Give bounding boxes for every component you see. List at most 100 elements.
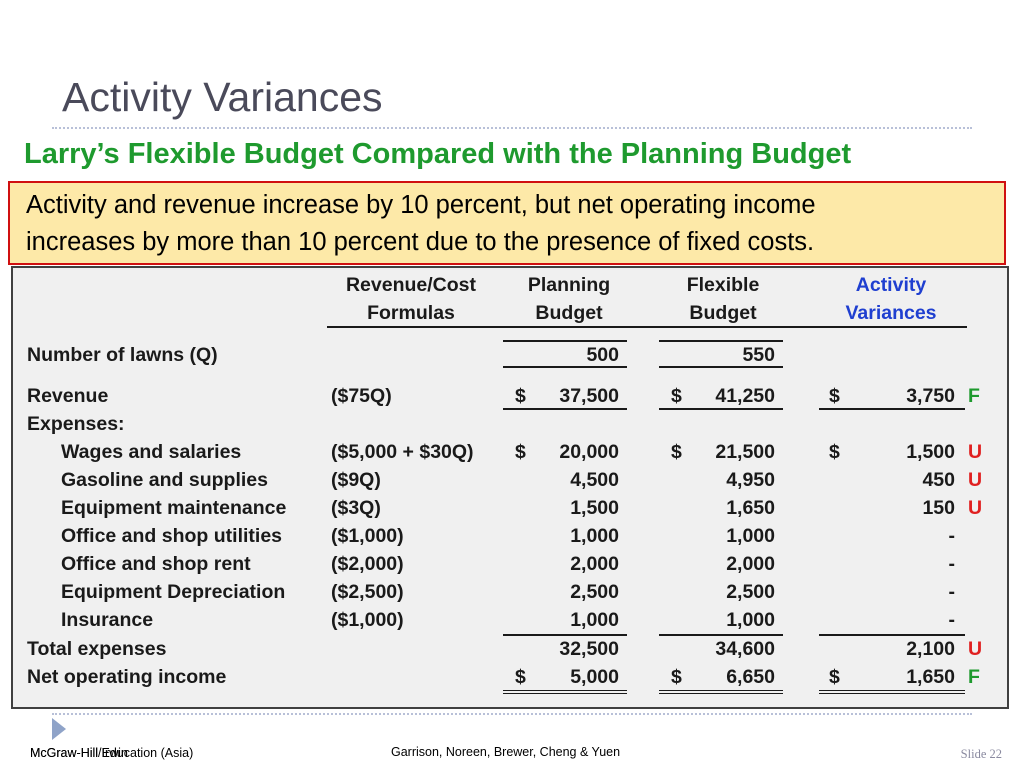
row-formula: ($1,000) <box>331 609 404 631</box>
footer-authors: Garrison, Noreen, Brewer, Cheng & Yuen <box>391 745 621 759</box>
row-label: Insurance <box>61 609 154 631</box>
double-underline <box>503 690 627 694</box>
variance-value: - <box>948 609 956 631</box>
planning-dollar-sign: $ <box>515 666 526 688</box>
variance-dollar-sign: $ <box>829 666 840 688</box>
planning-value: 2,500 <box>570 581 619 603</box>
row-formula: ($2,500) <box>331 581 404 603</box>
planning-value: 4,500 <box>570 469 619 491</box>
header-flexible-line2: Budget <box>689 302 757 324</box>
row-formula: ($1,000) <box>331 525 404 547</box>
variance-value: 1,650 <box>906 666 955 688</box>
variance-value: - <box>948 525 956 547</box>
variance-flag: F <box>968 385 980 407</box>
row-label: Equipment Depreciation <box>61 581 286 603</box>
flexible-value: 34,600 <box>715 638 775 660</box>
row-label: Office and shop rent <box>61 553 251 575</box>
column-underline <box>503 366 627 368</box>
variance-flag: F <box>968 666 980 688</box>
row-label: Total expenses <box>27 638 167 660</box>
row-label: Expenses: <box>27 413 125 435</box>
header-planning-line1: Planning <box>527 274 611 296</box>
planning-value: 37,500 <box>559 385 619 407</box>
planning-value: 5,000 <box>570 666 619 688</box>
column-underline <box>503 340 627 342</box>
flexible-value: 41,250 <box>715 385 775 407</box>
row-label: Number of lawns (Q) <box>27 344 218 366</box>
double-underline <box>819 690 965 694</box>
planning-dollar-sign: $ <box>515 385 526 407</box>
header-activity-line1: Activity <box>855 274 927 296</box>
planning-value: 500 <box>586 344 619 366</box>
variance-flag: U <box>968 638 983 660</box>
planning-value: 20,000 <box>559 441 619 463</box>
planning-value: 2,000 <box>570 553 619 575</box>
flexible-dollar-sign: $ <box>671 385 682 407</box>
flexible-value: 1,000 <box>726 525 775 547</box>
flexible-value: 550 <box>742 344 775 366</box>
header-flexible-line1: Flexible <box>686 274 760 296</box>
variance-dollar-sign: $ <box>829 441 840 463</box>
variance-value: 2,100 <box>906 638 955 660</box>
planning-dollar-sign: $ <box>515 441 526 463</box>
slide-subtitle: Larry’s Flexible Budget Compared with th… <box>24 138 852 170</box>
header-underline <box>327 326 967 328</box>
flexible-value: 1,000 <box>726 609 775 631</box>
variance-value: 3,750 <box>906 385 955 407</box>
callout-line-2: increases by more than 10 percent due to… <box>26 228 815 256</box>
planning-value: 1,000 <box>570 525 619 547</box>
column-underline <box>503 408 627 410</box>
row-formula: ($9Q) <box>331 469 381 491</box>
planning-value: 32,500 <box>559 638 619 660</box>
variance-value: - <box>948 553 956 575</box>
row-formula: ($3Q) <box>331 497 381 519</box>
slide-number-value: 22 <box>989 747 1003 761</box>
row-label: Wages and salaries <box>61 441 242 463</box>
variance-flag: U <box>968 469 983 491</box>
flexible-value: 21,500 <box>715 441 775 463</box>
callout-line-1: Activity and revenue increase by 10 perc… <box>26 191 816 219</box>
header-activity-line2: Variances <box>845 302 937 324</box>
variance-value: 1,500 <box>906 441 955 463</box>
footer-divider <box>52 713 972 715</box>
row-label: Gasoline and supplies <box>61 469 268 491</box>
callout-box: Activity and revenue increase by 10 perc… <box>8 181 1006 265</box>
footer-publisher-overlay: McGraw-Hill Education (Asia) <box>30 746 194 760</box>
row-label: Net operating income <box>27 666 227 688</box>
planning-value: 1,000 <box>570 609 619 631</box>
column-underline <box>819 634 965 636</box>
slide-number-label: Slide <box>960 747 987 761</box>
variance-value: 450 <box>922 469 955 491</box>
slide-number: Slide 22 <box>961 747 1002 762</box>
row-formula: ($75Q) <box>331 385 392 407</box>
row-formula: ($2,000) <box>331 553 404 575</box>
column-underline <box>659 366 783 368</box>
column-underline <box>659 634 783 636</box>
flexible-dollar-sign: $ <box>671 666 682 688</box>
row-label: Equipment maintenance <box>61 497 287 519</box>
flexible-value: 2,000 <box>726 553 775 575</box>
header-formulas-line2: Formulas <box>367 302 455 324</box>
column-underline <box>819 408 965 410</box>
row-formula: ($5,000 + $30Q) <box>331 441 474 463</box>
row-label: Office and shop utilities <box>61 525 283 547</box>
planning-value: 1,500 <box>570 497 619 519</box>
header-formulas-line1: Revenue/Cost <box>345 274 477 296</box>
variance-value: - <box>948 581 956 603</box>
variance-flag: U <box>968 441 983 463</box>
column-underline <box>503 634 627 636</box>
flexible-value: 2,500 <box>726 581 775 603</box>
title-divider <box>52 127 972 129</box>
footer-publisher-text: McGraw-Hill/Irwin <box>30 746 128 760</box>
variance-flag: U <box>968 497 983 519</box>
column-underline <box>659 408 783 410</box>
variance-dollar-sign: $ <box>829 385 840 407</box>
budget-table: Revenue/Cost Formulas Planning Budget Fl… <box>11 266 1009 709</box>
play-arrow-icon <box>52 718 66 740</box>
row-label: Revenue <box>27 385 109 407</box>
flexible-dollar-sign: $ <box>671 441 682 463</box>
slide-title: Activity Variances <box>62 74 383 120</box>
flexible-value: 6,650 <box>726 666 775 688</box>
column-underline <box>659 340 783 342</box>
header-planning-line2: Budget <box>535 302 603 324</box>
